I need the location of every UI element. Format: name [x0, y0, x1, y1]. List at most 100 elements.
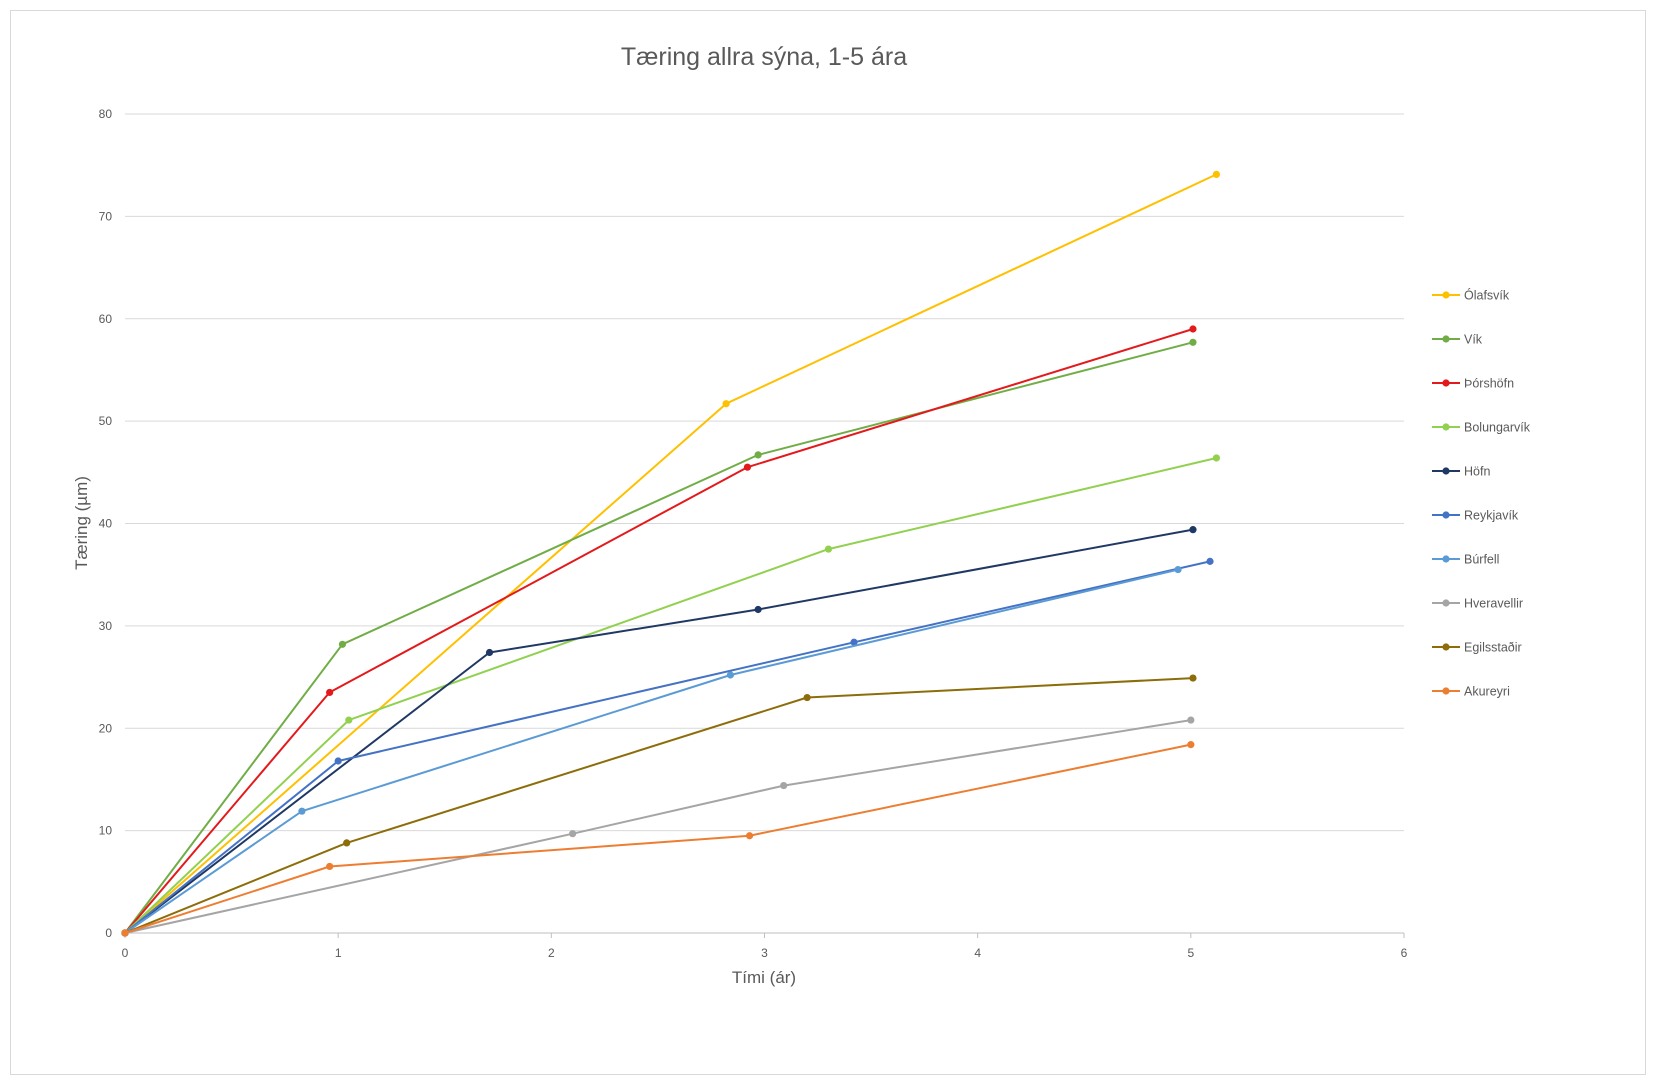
grid-lines [125, 113, 1404, 832]
legend-label: Hveravellir [1464, 597, 1523, 611]
chart-frame: Tæring allra sýna, 1-5 ára 0 10 20 30 40 50 60… [10, 10, 1646, 1075]
data-point [754, 451, 762, 459]
data-point [850, 638, 858, 646]
series-7 [121, 716, 1195, 937]
data-point [121, 929, 129, 937]
legend-item: Hveravellir [1432, 597, 1523, 611]
data-point [298, 807, 306, 815]
series-1 [121, 338, 1197, 937]
legend-swatch-marker [1442, 599, 1450, 607]
legend-label: Búrfell [1464, 553, 1499, 567]
series-5 [121, 557, 1214, 937]
legend-label: Akureyri [1464, 685, 1510, 699]
legend-item: Akureyri [1432, 685, 1510, 699]
data-point [343, 839, 351, 847]
data-point [1189, 526, 1197, 534]
legend-swatch-marker [1442, 335, 1450, 343]
y-tick-label: 80 [99, 107, 113, 121]
data-point [345, 716, 353, 724]
y-tick-label: 70 [99, 209, 113, 223]
line-chart: Tæring allra sýna, 1-5 ára 0102030405060… [72, 43, 1531, 987]
series-line [124, 560, 1211, 934]
legend-item: Þórshöfn [1432, 377, 1514, 391]
series-2 [121, 325, 1197, 937]
legend-swatch-marker [1442, 291, 1450, 299]
chart-title: Tæring allra sýna, 1-5 ára [621, 43, 907, 71]
y-tick-label: 0 [105, 926, 112, 940]
axes: 0 10 20 30 40 50 60 70 80 0 1 2 3 4 5 6 [99, 107, 1408, 960]
legend-item: Ólafsvík [1432, 288, 1510, 303]
legend-label: Vík [1464, 333, 1483, 347]
y-tick-label: 60 [99, 312, 113, 326]
series-line [124, 328, 1194, 934]
data-point [745, 832, 754, 840]
legend-swatch-marker [1442, 511, 1450, 519]
series-line [124, 457, 1217, 934]
x-tick-label: 0 [122, 946, 129, 960]
legend-label: Egilsstaðir [1464, 641, 1522, 655]
data-point [1206, 557, 1214, 565]
y-tick-label: 10 [99, 824, 113, 838]
data-point [1189, 325, 1197, 333]
data-point [1212, 454, 1221, 462]
legend-label: Reykjavík [1464, 509, 1519, 523]
y-axis-title: Tæring (µm) [72, 476, 91, 570]
legend-swatch-marker [1442, 379, 1450, 387]
legend-item: Höfn [1432, 465, 1490, 479]
x-tick-label: 2 [548, 946, 555, 960]
legend-label: Bolungarvík [1464, 421, 1531, 435]
legend-swatch-marker [1442, 467, 1450, 475]
legend: Ólafsvík Vík Þórshöfn Bolungarvík Höfn Reykja… [1432, 288, 1531, 699]
data-point [1187, 741, 1195, 749]
data-point [754, 605, 762, 614]
data-point [1187, 716, 1195, 724]
series-3 [121, 454, 1221, 937]
legend-item: Egilsstaðir [1432, 641, 1522, 655]
data-point [485, 648, 494, 657]
x-tick-label: 5 [1187, 946, 1194, 960]
legend-swatch-marker [1442, 555, 1450, 563]
legend-item: Vík [1432, 333, 1483, 347]
y-tick-label: 20 [99, 721, 113, 735]
x-tick-label: 6 [1401, 946, 1408, 960]
series-line [124, 341, 1194, 934]
x-tick-label: 4 [974, 946, 981, 960]
series-9 [121, 741, 1195, 937]
x-tick-label: 1 [335, 946, 342, 960]
legend-swatch-marker [1442, 423, 1450, 431]
series-line [124, 528, 1194, 934]
data-point [326, 862, 334, 871]
legend-label: Höfn [1464, 465, 1490, 479]
legend-swatch-marker [1442, 643, 1450, 651]
series-line [124, 719, 1191, 934]
legend-item: Bolungarvík [1432, 421, 1531, 435]
data-point [1189, 338, 1197, 346]
y-tick-label: 30 [99, 619, 113, 633]
series-lines [121, 170, 1221, 937]
data-point [743, 463, 752, 471]
data-point [1212, 170, 1221, 179]
data-point [334, 757, 342, 765]
data-point [726, 671, 734, 679]
legend-label: Þórshöfn [1464, 377, 1514, 391]
data-point [326, 688, 334, 697]
data-point [338, 640, 347, 648]
series-line [124, 743, 1192, 934]
data-point [803, 693, 811, 702]
data-point [1174, 565, 1182, 574]
data-point [824, 545, 833, 553]
y-tick-label: 40 [99, 517, 113, 531]
legend-item: Reykjavík [1432, 509, 1519, 523]
series-line [124, 677, 1194, 934]
legend-swatch-marker [1442, 687, 1450, 695]
data-point [1189, 674, 1197, 682]
legend-label: Ólafsvík [1464, 288, 1510, 303]
x-axis-title: Tími (ár) [732, 968, 796, 987]
data-point [780, 781, 788, 790]
data-point [722, 400, 730, 408]
data-point [569, 830, 577, 838]
y-tick-label: 50 [99, 414, 113, 428]
series-4 [121, 526, 1197, 937]
legend-item: Búrfell [1432, 553, 1499, 567]
series-line [124, 568, 1179, 934]
